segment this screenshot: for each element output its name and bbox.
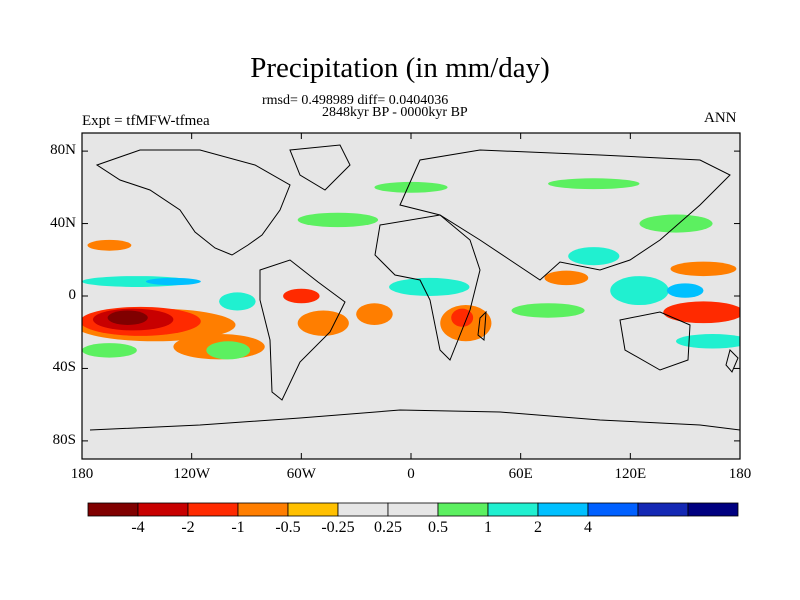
colorbar: [87, 502, 739, 517]
colorbar-label: 4: [584, 519, 592, 536]
colorbar-label: 0.25: [374, 519, 402, 536]
colorbar-swatch: [437, 502, 489, 517]
colorbar-swatch: [337, 502, 389, 517]
greenland-coast: [289, 144, 351, 191]
lon-label: 180: [70, 466, 94, 482]
anomaly-patch: [670, 261, 737, 277]
africa-coast: [374, 214, 481, 361]
anomaly-patch: [145, 277, 201, 286]
anomaly-patch: [219, 292, 256, 311]
anomaly-patch: [610, 276, 669, 306]
anomaly-patch: [297, 212, 379, 228]
colorbar-swatch: [237, 502, 289, 517]
colorbar-label: 2: [534, 519, 542, 536]
anomaly-patch: [374, 181, 448, 193]
colorbar-swatch: [637, 502, 689, 517]
lon-label: 120W: [173, 466, 210, 482]
anomaly-patch: [206, 341, 251, 360]
madagascar-coast: [477, 310, 487, 342]
south-america-coast: [259, 259, 346, 401]
colorbar-label: -4: [131, 519, 145, 536]
anomaly-patch: [87, 239, 132, 251]
colorbar-swatch: [487, 502, 539, 517]
lon-label: 180: [728, 466, 752, 482]
lon-label: 60W: [286, 466, 316, 482]
lon-label: 0: [407, 466, 415, 482]
lon-label: 60E: [508, 466, 533, 482]
anomaly-patch: [356, 303, 393, 325]
lat-label: 40N: [50, 214, 76, 231]
stats-text: rmsd= 0.498989 diff= 0.0404036: [262, 93, 449, 108]
anomaly-patch: [548, 178, 640, 190]
coastlines: [89, 144, 740, 431]
axis-ticks: [81, 133, 741, 459]
anomaly-patch: [663, 301, 740, 324]
colorbar-swatch: [687, 502, 739, 517]
anomaly-patch: [283, 288, 320, 304]
colorbar-swatch: [287, 502, 339, 517]
colorbar-label: 0.5: [428, 519, 448, 536]
anomaly-patch: [666, 283, 704, 298]
colorbar-swatch: [387, 502, 439, 517]
colorbar-label: -0.5: [275, 519, 301, 536]
anomaly-patch: [297, 310, 349, 336]
anomaly-field: [82, 178, 740, 360]
antarctica-coast: [89, 409, 740, 431]
colorbar-swatch: [87, 502, 139, 517]
anomaly-patch: [82, 343, 137, 358]
eurasia-coast: [399, 149, 731, 281]
anomaly-patch: [676, 334, 740, 349]
colorbar-label: 1: [484, 519, 492, 536]
anomaly-patch: [568, 247, 620, 266]
lat-label: 80N: [50, 142, 76, 159]
map-title: Precipitation (in mm/day): [250, 52, 550, 84]
colorbar-label: -1: [231, 519, 245, 536]
lat-label: 40S: [52, 359, 76, 376]
anomaly-patch: [639, 214, 713, 233]
colorbar-label: -2: [181, 519, 195, 536]
anomaly-patch: [451, 308, 474, 327]
lat-label: 0: [68, 287, 77, 303]
colorbar-swatch: [137, 502, 189, 517]
colorbar-swatch: [537, 502, 589, 517]
colorbar-swatch: [587, 502, 639, 517]
anomaly-patch: [544, 270, 589, 286]
anomaly-patch: [389, 277, 470, 297]
colorbar-swatch: [187, 502, 239, 517]
colorbar-label: -0.25: [321, 519, 355, 536]
anomaly-patch: [107, 310, 148, 325]
australia-coast: [619, 311, 691, 371]
lat-label: 80S: [52, 431, 76, 448]
lon-label: 120E: [614, 466, 647, 482]
new-zealand-coast: [725, 349, 739, 373]
north-america-coast: [95, 149, 291, 256]
experiment-label: Expt = tfMFW-tfmea: [82, 113, 210, 129]
period-text: 2848kyr BP - 0000kyr BP: [322, 105, 468, 120]
anomaly-patch: [511, 303, 585, 318]
season-label: ANN: [704, 110, 737, 126]
